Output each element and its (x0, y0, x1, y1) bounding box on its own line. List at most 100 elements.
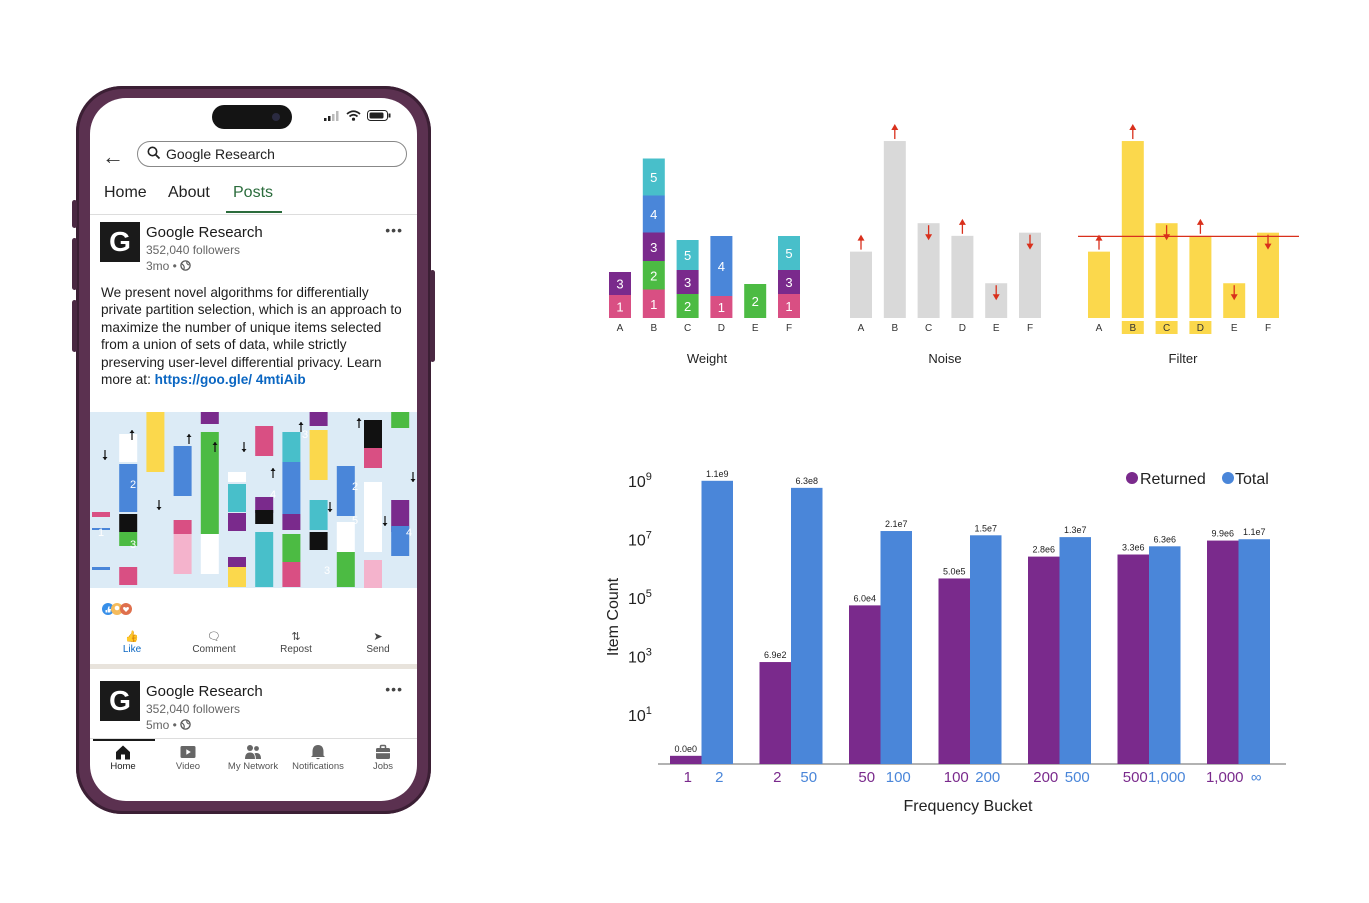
like-button[interactable]: 👍 Like (97, 630, 167, 655)
pattern-arrow-head-icon (102, 457, 108, 460)
phone-button-volume-up (72, 238, 77, 290)
pattern-block (391, 412, 410, 428)
comment-label: Comment (192, 644, 236, 655)
google-logo-icon[interactable]: G (100, 681, 140, 721)
post-author[interactable]: Google Research (146, 224, 263, 241)
noise-arrow-up-icon (891, 124, 899, 131)
bucket-high-label: 100 (886, 769, 911, 786)
google-logo-icon[interactable]: G (100, 222, 140, 262)
nav-notifications[interactable]: Notifications (285, 743, 351, 772)
pattern-block (119, 532, 138, 546)
bucket-low-label: 100 (944, 769, 969, 786)
more-options-icon[interactable]: ••• (385, 222, 403, 238)
post-header: G Google Research 352,040 followers 3mo … (100, 222, 407, 273)
active-nav-indicator (93, 739, 155, 741)
comment-icon: 🗨 (207, 631, 221, 643)
returned-value-label: 6.9e2 (764, 650, 787, 660)
weight-segment-label: 2 (684, 299, 691, 314)
nav-video[interactable]: Video (155, 743, 221, 772)
like-label: Like (122, 644, 142, 655)
search-input[interactable]: Google Research (137, 141, 407, 167)
y-tick-base: 10 (628, 649, 646, 666)
tab-posts[interactable]: Posts (233, 184, 274, 201)
send-button[interactable]: ➤ Send (343, 630, 413, 655)
send-icon: ➤ (373, 631, 383, 643)
y-tick-exponent: 3 (646, 646, 652, 658)
returned-bar-2 (759, 662, 791, 764)
weight-category-label: D (718, 323, 725, 334)
pattern-block (119, 434, 138, 462)
video-icon (180, 746, 196, 758)
pattern-arrow-head-icon (129, 430, 135, 433)
weight-category-label: E (752, 323, 759, 334)
weight-noise-filter-figure: 1 3 A 1 2 3 4 5 B 2 3 5 C 1 4 D 2 E 1 3 5 F Weight A B C D E F Noise A… (609, 124, 1299, 366)
pattern-number: 3 (302, 429, 308, 441)
signal-icon (324, 110, 339, 121)
post-header-2: G Google Research 352,040 followers 5mo … (100, 681, 407, 732)
pattern-block (282, 432, 301, 462)
returned-bar-200 (1028, 556, 1060, 764)
bucket-high-label: 1,000 (1148, 769, 1186, 786)
weight-title: Weight (687, 351, 728, 366)
y-tick-label: 101 (628, 705, 652, 725)
nav-my-network-label: My Network (227, 761, 279, 772)
returned-bar-500 (1117, 554, 1149, 764)
pattern-block (92, 512, 110, 517)
back-arrow-icon[interactable]: ← (102, 144, 124, 169)
send-label: Send (366, 644, 390, 655)
pattern-number: 2 (130, 479, 136, 491)
search-text: Google Research (166, 146, 275, 162)
pattern-arrow-head-icon (241, 449, 247, 452)
noise-arrow-down-icon (992, 294, 1000, 301)
follower-count-2: 352,040 followers (146, 702, 241, 716)
pattern-block (364, 448, 382, 468)
y-tick-label: 109 (628, 471, 652, 491)
noise-category-label: F (1027, 323, 1033, 334)
pattern-number: 5 (352, 515, 358, 527)
repost-button[interactable]: ⇅ Repost (261, 630, 331, 655)
pattern-block (228, 513, 246, 531)
tab-home[interactable]: Home (104, 184, 147, 201)
post-link[interactable]: https://goo.gle/ 4mtiAib (154, 372, 306, 388)
returned-value-label: 6.0e4 (853, 593, 876, 603)
weight-segment-label: 5 (785, 246, 792, 261)
weight-segment-C-5 (676, 240, 699, 270)
returned-value-label: 0.0e0 (674, 744, 697, 754)
weight-segment-label: 4 (718, 259, 725, 274)
weight-segment-label: 5 (684, 248, 691, 263)
bucket-low-label: 1,000 (1206, 769, 1244, 786)
post-image[interactable]: 3 2 4 2 5 1 3 3 4 (90, 412, 417, 588)
nav-home[interactable]: Home (90, 743, 156, 772)
pattern-arrow-head-icon (298, 422, 304, 425)
pattern-arrow-head-icon (212, 442, 218, 445)
bucket-low-label: 2 (773, 769, 781, 786)
returned-bar-50 (849, 605, 881, 764)
filter-category-label: E (1231, 323, 1238, 334)
total-bar-500 (1149, 546, 1181, 764)
comment-button[interactable]: 🗨 Comment (179, 630, 249, 655)
more-options-icon[interactable]: ••• (385, 681, 403, 697)
pattern-block (309, 500, 328, 530)
nav-jobs[interactable]: Jobs (350, 743, 416, 772)
filter-selected-label-bg (1121, 321, 1144, 334)
weight-segment-E-2 (744, 284, 767, 318)
y-tick-base: 10 (628, 532, 646, 549)
noise-arrow-up-icon (1095, 234, 1103, 241)
thumbs-up-icon: 👍 (125, 631, 139, 643)
post-author-2[interactable]: Google Research (146, 683, 263, 700)
pattern-block (119, 464, 138, 512)
nav-home-label: Home (110, 761, 136, 772)
bucket-high-label: 200 (975, 769, 1000, 786)
bucket-low-label: 1 (684, 769, 692, 786)
weight-segment-label: 4 (650, 207, 657, 222)
weight-segment-B-4 (642, 195, 665, 233)
nav-my-network[interactable]: My Network (220, 743, 286, 772)
home-icon (116, 745, 130, 760)
weight-segment-label: 1 (718, 300, 725, 315)
tab-about[interactable]: About (168, 184, 210, 201)
noise-arrow-up-icon (1196, 218, 1204, 225)
bucket-low-label: 50 (858, 769, 875, 786)
pattern-block (309, 430, 328, 480)
reaction-icons[interactable] (102, 602, 142, 621)
